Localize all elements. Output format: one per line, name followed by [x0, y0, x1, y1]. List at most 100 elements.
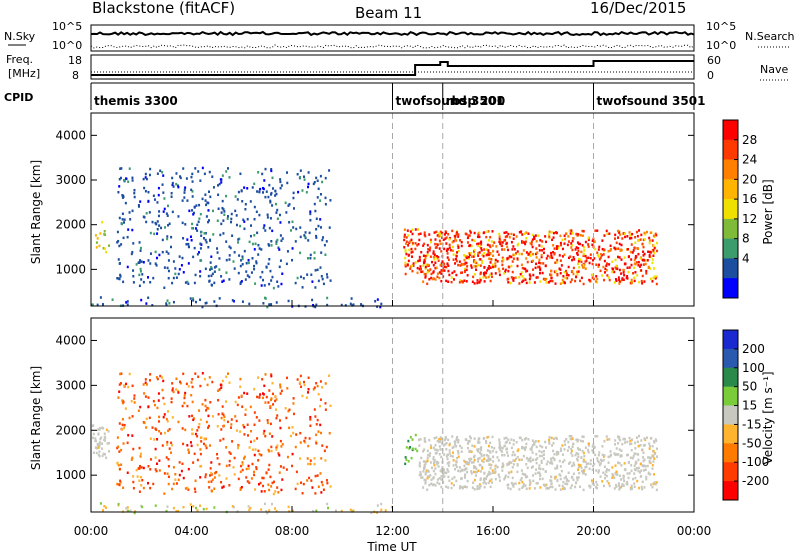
echo-cell	[467, 439, 470, 443]
echo-cell	[182, 372, 185, 376]
echo-cell	[551, 485, 554, 489]
echo-cell	[140, 260, 143, 263]
echo-cell	[512, 279, 515, 282]
echo-cell	[250, 429, 253, 433]
echo-cell	[579, 485, 582, 488]
echo-cell	[439, 242, 442, 245]
echo-cell	[101, 442, 104, 445]
echo-cell	[138, 490, 141, 493]
echo-cell	[159, 169, 162, 173]
echo-cell	[599, 256, 602, 259]
echo-cell	[448, 273, 451, 277]
echo-cell	[543, 484, 546, 487]
echo-cell	[432, 457, 435, 461]
echo-cell	[438, 276, 441, 280]
echo-cell	[167, 269, 170, 273]
echo-cell	[443, 265, 446, 268]
echo-cell	[205, 241, 208, 244]
echo-cell	[315, 217, 318, 221]
echo-cell	[304, 436, 307, 440]
echo-cell	[569, 486, 572, 490]
echo-cell	[632, 477, 635, 481]
echo-cell	[620, 258, 623, 261]
echo-cell	[309, 253, 312, 257]
echo-cell	[566, 449, 569, 452]
echo-cell	[600, 459, 603, 463]
echo-cell	[531, 245, 534, 249]
echo-cell	[239, 430, 242, 433]
echo-cell	[529, 459, 532, 463]
echo-cell	[473, 437, 476, 440]
echo-cell	[218, 182, 221, 186]
echo-cell	[638, 265, 641, 268]
echo-cell	[435, 230, 438, 234]
echo-cell	[405, 252, 408, 256]
echo-cell	[581, 244, 584, 247]
echo-cell	[645, 436, 648, 439]
colorbar-swatch	[723, 120, 738, 141]
echo-cell	[546, 460, 549, 463]
echo-cell	[187, 262, 190, 265]
echo-cell	[467, 461, 470, 465]
echo-cell	[160, 432, 163, 435]
echo-cell	[418, 465, 421, 468]
echo-cell	[555, 247, 558, 250]
echo-cell	[445, 265, 448, 269]
echo-cell	[644, 232, 647, 236]
echo-cell	[622, 271, 625, 274]
echo-cell	[220, 428, 223, 431]
echo-cell	[485, 276, 488, 279]
echo-cell	[210, 471, 213, 475]
echo-cell	[510, 276, 513, 279]
echo-cell	[526, 475, 529, 478]
echo-cell	[412, 262, 415, 265]
echo-cell	[505, 231, 508, 234]
echo-cell	[228, 459, 231, 463]
echo-cell	[508, 441, 511, 445]
freq-trace	[91, 60, 694, 76]
echo-cell	[466, 255, 469, 258]
echo-cell	[620, 478, 623, 481]
echo-cell	[172, 300, 175, 304]
echo-cell	[424, 256, 427, 260]
echo-cell	[121, 423, 124, 427]
x-tick-label: 00:00	[74, 524, 109, 538]
echo-cell	[131, 456, 134, 460]
echo-cell	[424, 265, 427, 269]
echo-cell	[477, 242, 480, 245]
echo-cell	[653, 452, 656, 456]
echo-cell	[563, 234, 566, 238]
echo-cell	[442, 444, 445, 447]
echo-cell	[434, 278, 437, 281]
echo-cell	[162, 210, 165, 213]
echo-cell	[514, 482, 517, 485]
echo-cell	[222, 279, 225, 282]
colorbar-frame	[722, 329, 739, 501]
echo-cell	[279, 234, 282, 237]
echo-cell	[258, 452, 261, 456]
echo-cell	[561, 460, 564, 464]
echo-cell	[433, 459, 436, 462]
echo-cell	[204, 404, 207, 408]
echo-cell	[626, 275, 629, 278]
echo-cell	[186, 486, 189, 490]
echo-cell	[285, 171, 288, 174]
echo-cell	[194, 432, 197, 436]
echo-cell	[249, 405, 252, 409]
echo-cell	[142, 383, 145, 386]
echo-cell	[476, 448, 479, 451]
echo-cell	[313, 251, 316, 254]
echo-cell	[267, 262, 270, 266]
echo-cell	[564, 443, 567, 446]
echo-cell	[443, 471, 446, 474]
echo-cell	[642, 250, 645, 253]
echo-cell	[133, 511, 136, 515]
echo-cell	[512, 443, 515, 446]
echo-cell	[147, 276, 150, 279]
echo-cell	[186, 404, 189, 408]
echo-cell	[225, 464, 228, 468]
echo-cell	[596, 251, 599, 254]
echo-cell	[531, 233, 534, 237]
echo-cell	[594, 435, 597, 438]
colorbar-tick-label: 200	[742, 342, 765, 356]
